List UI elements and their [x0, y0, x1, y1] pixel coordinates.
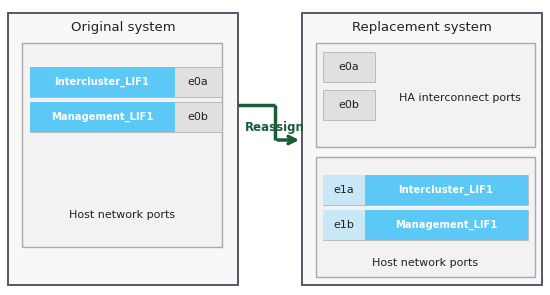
Bar [30, 102, 222, 132]
Text: e0a: e0a [339, 62, 359, 72]
Bar [323, 210, 528, 240]
Bar [302, 13, 542, 285]
Bar [30, 102, 175, 132]
Text: Intercluster_LIF1: Intercluster_LIF1 [54, 77, 150, 87]
Text: e1a: e1a [334, 185, 354, 195]
Text: Host network ports: Host network ports [69, 210, 175, 220]
Text: Intercluster_LIF1: Intercluster_LIF1 [399, 185, 493, 195]
Bar [316, 43, 535, 147]
Bar [323, 175, 365, 205]
Bar [22, 43, 222, 247]
Text: e0b: e0b [339, 100, 360, 110]
Text: Original system: Original system [71, 20, 175, 34]
Text: HA interconnect ports: HA interconnect ports [399, 93, 521, 103]
Text: e0a: e0a [188, 77, 208, 87]
Bar [316, 157, 535, 277]
Bar [323, 90, 375, 120]
Text: Host network ports: Host network ports [372, 258, 478, 268]
Text: e1b: e1b [333, 220, 354, 230]
Bar [365, 210, 528, 240]
Bar [365, 175, 528, 205]
Text: Management_LIF1: Management_LIF1 [51, 112, 153, 122]
Text: Reassign: Reassign [245, 120, 305, 134]
Bar [323, 175, 528, 205]
Text: Management_LIF1: Management_LIF1 [395, 220, 497, 230]
Bar [323, 52, 375, 82]
Bar [323, 210, 365, 240]
Bar [30, 67, 175, 97]
Text: e0b: e0b [188, 112, 208, 122]
Bar [30, 67, 222, 97]
Bar [8, 13, 238, 285]
Text: Replacement system: Replacement system [352, 20, 492, 34]
